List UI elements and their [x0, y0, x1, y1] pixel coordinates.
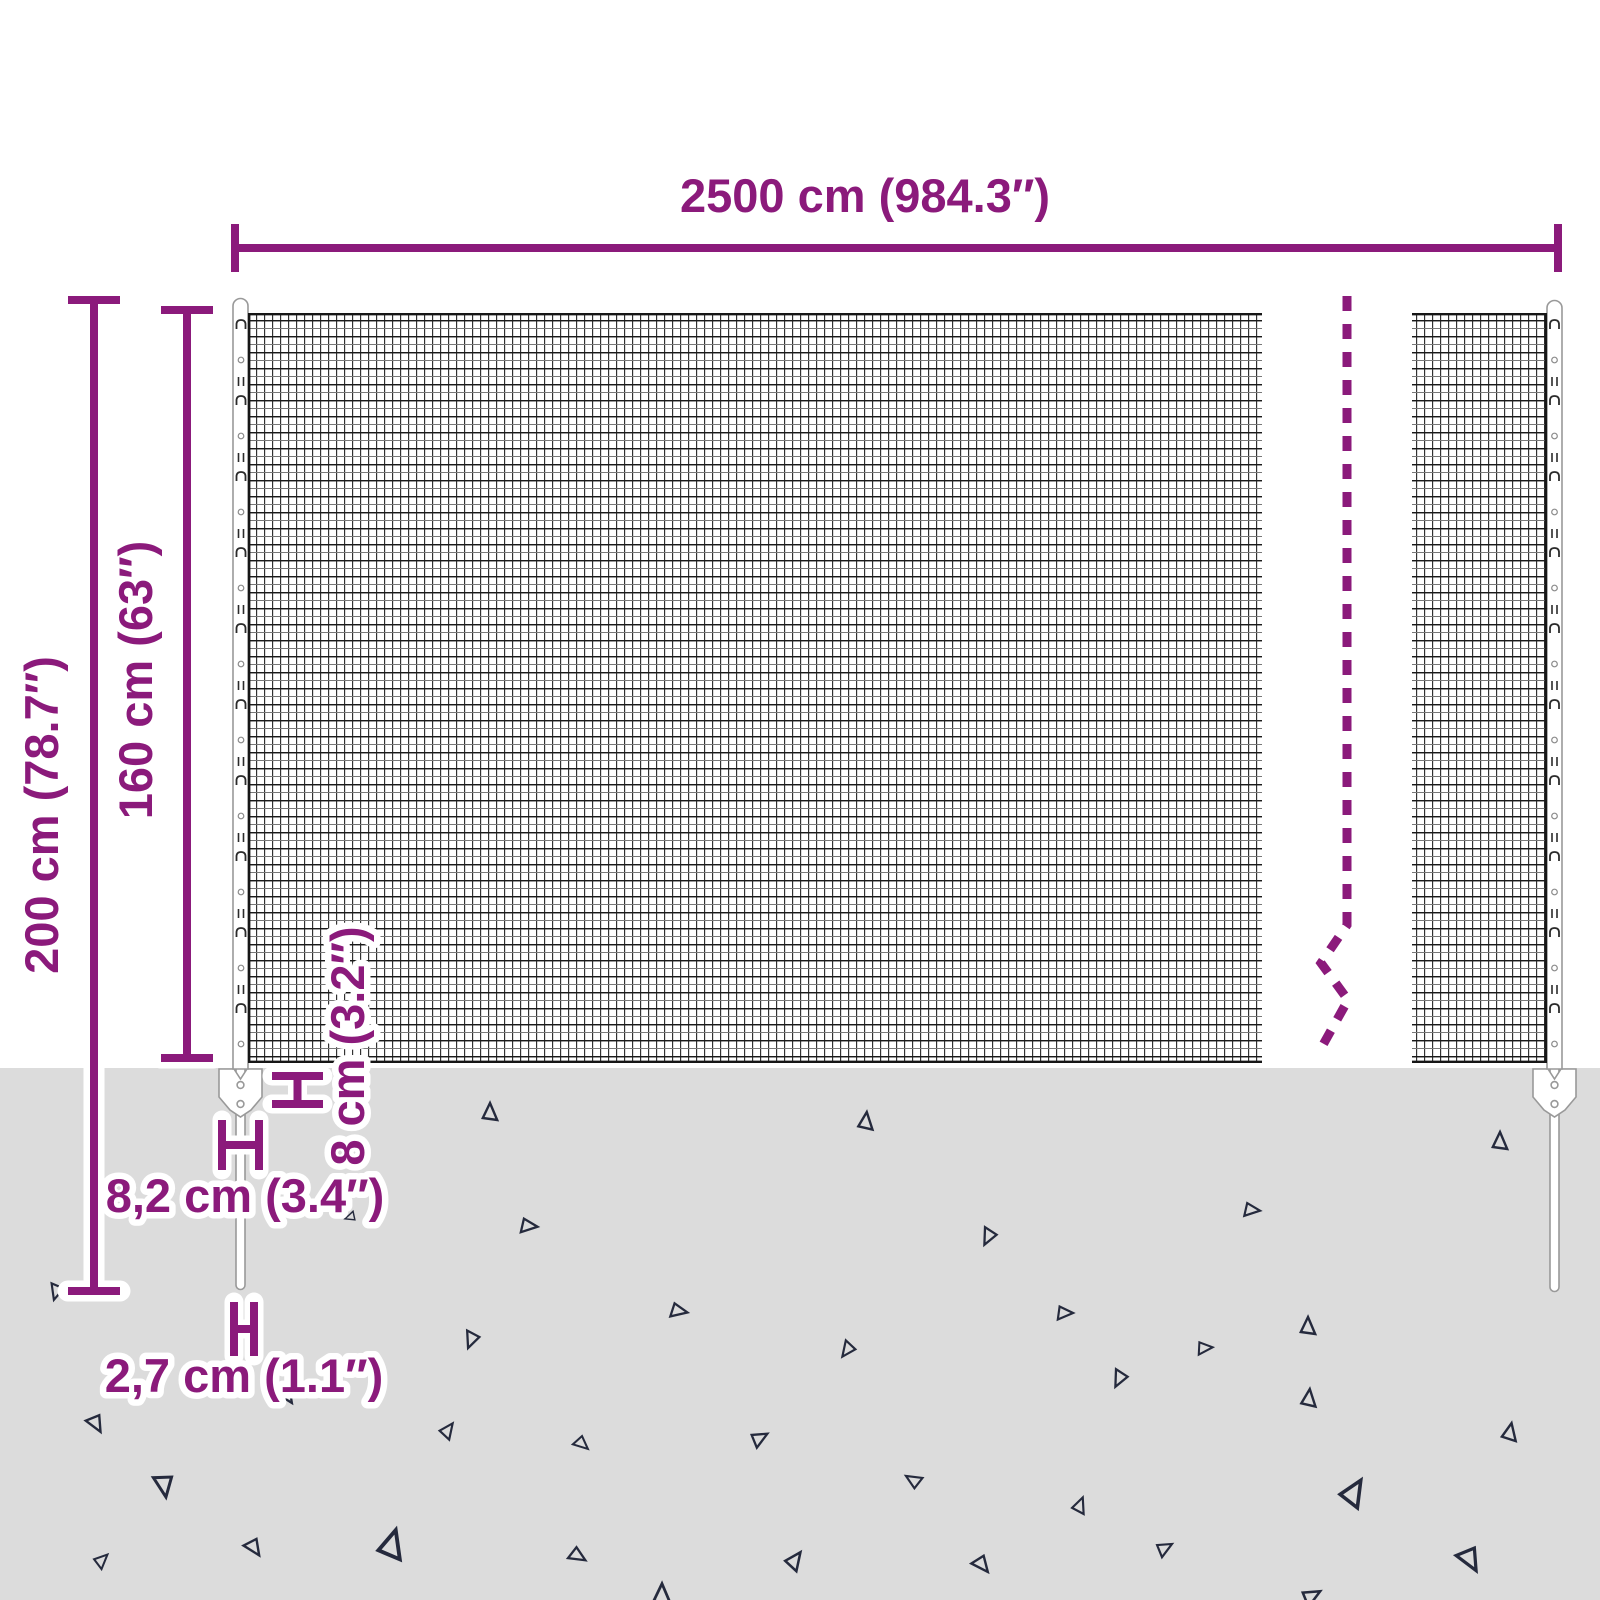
- left-post-spike: [235, 1062, 246, 1291]
- right-anchor-plate: [1532, 1068, 1577, 1118]
- mesh-height-label: 160 cm (63″): [109, 541, 162, 820]
- mesh-height-dimension: 160 cm (63″): [103, 299, 224, 1069]
- main-mesh-panel: [248, 313, 1262, 1063]
- h-bracket-icon: [230, 1302, 258, 1356]
- mesh-grid: [248, 313, 1262, 1063]
- bottom-gap-label: 8 cm (3.2″): [321, 926, 374, 1165]
- mesh-edge-wires: [1412, 313, 1547, 1063]
- t-bar-cap-icon: [68, 296, 120, 1295]
- right-post-anchor: [1532, 1062, 1577, 1293]
- post-diameter-dimension: 2,7 cm (1.1″): [98, 1292, 390, 1409]
- t-bar-cap-icon: [231, 224, 1562, 272]
- anchor-width-label: 8,2 cm (3.4″): [106, 1169, 385, 1222]
- left-post-clips hook-icon: [234, 318, 248, 1058]
- post-diameter-label: 2,7 cm (1.1″): [105, 1349, 384, 1402]
- anchor-hole: [236, 1080, 245, 1090]
- right-post-spike: [1549, 1062, 1560, 1293]
- bottom-gap-dimension: 8 cm (3.2″): [262, 920, 381, 1172]
- mesh-edge-wires: [248, 313, 1262, 1063]
- total-height-dimension: 200 cm (78.7″): [9, 289, 131, 1302]
- right-mesh-panel: [1412, 313, 1547, 1063]
- total-width-label: 2500 cm (984.3″): [680, 169, 1050, 222]
- left-anchor-plate: [218, 1068, 263, 1118]
- right-post-clips hook-icon: [1547, 318, 1562, 1058]
- anchor-hole: [1550, 1099, 1559, 1109]
- total-height-label: 200 cm (78.7″): [15, 656, 68, 974]
- h-bracket-icon: [272, 1072, 323, 1108]
- anchor-hole: [236, 1099, 245, 1109]
- panel-break-dashed-zigzag-icon: [1315, 296, 1354, 1055]
- width-dimension: 2500 cm (984.3″): [224, 163, 1569, 283]
- h-bracket-icon: [218, 1120, 263, 1170]
- left-post-anchor: [218, 1062, 263, 1291]
- anchor-width-dimension: 8,2 cm (3.4″): [99, 1110, 391, 1229]
- mesh-grid: [1412, 313, 1547, 1063]
- anchor-hole: [1550, 1080, 1559, 1090]
- t-bar-cap-icon: [161, 306, 213, 1062]
